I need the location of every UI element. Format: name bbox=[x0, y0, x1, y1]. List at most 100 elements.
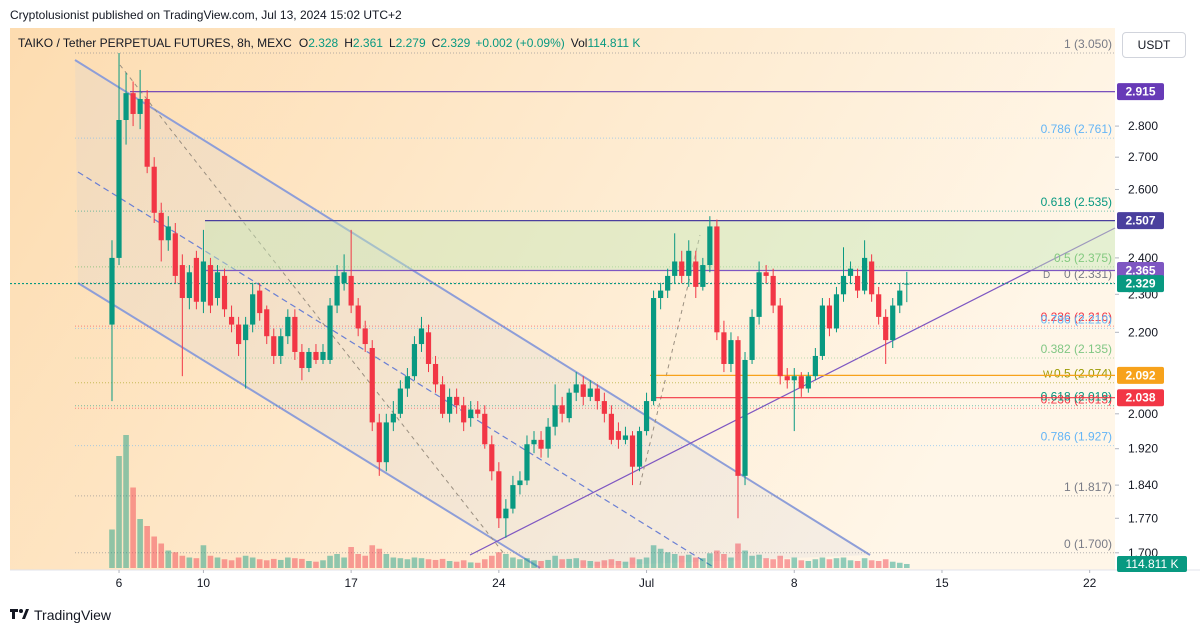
volume-bar bbox=[770, 559, 776, 568]
candle-body bbox=[805, 376, 811, 389]
price-tag bbox=[1117, 389, 1164, 407]
candle-body bbox=[538, 439, 544, 449]
y-tick-label: 1.770 bbox=[1128, 511, 1158, 525]
volume-bar bbox=[503, 554, 509, 568]
volume-bar bbox=[538, 561, 544, 568]
volume-bar bbox=[721, 554, 727, 568]
candle-body bbox=[376, 422, 382, 463]
candle-body bbox=[439, 384, 446, 414]
volume-bar bbox=[418, 558, 425, 568]
volume-bar bbox=[109, 529, 115, 568]
volume-bar bbox=[362, 555, 369, 568]
x-tick-label: 17 bbox=[344, 576, 358, 590]
candle-body bbox=[165, 226, 171, 241]
volume-bar bbox=[875, 561, 882, 568]
candle-body bbox=[728, 340, 734, 364]
volume-bar bbox=[707, 553, 713, 568]
x-tick-label: 15 bbox=[935, 576, 949, 590]
volume-bar bbox=[889, 561, 896, 568]
zone bbox=[205, 220, 1115, 271]
candle-body bbox=[411, 344, 418, 377]
legend: TAIKO / Tether PERPETUAL FUTURES, 8h, ME… bbox=[18, 36, 645, 50]
candle-body bbox=[137, 99, 143, 114]
volume-bar bbox=[221, 559, 228, 568]
volume-bar bbox=[777, 555, 783, 568]
volume-bar bbox=[594, 561, 601, 568]
candle-body bbox=[461, 405, 467, 423]
candle-body bbox=[207, 265, 214, 306]
volume-bar bbox=[580, 560, 587, 568]
volume-bar bbox=[489, 555, 495, 568]
candle-body bbox=[432, 363, 439, 385]
candle-body bbox=[622, 435, 629, 440]
candle-body bbox=[847, 268, 854, 276]
volume-bar bbox=[587, 561, 594, 568]
volume-bar bbox=[425, 559, 432, 568]
candle-body bbox=[390, 413, 396, 423]
price-tag bbox=[1117, 261, 1164, 279]
volume-bar bbox=[517, 559, 523, 568]
volume-bar bbox=[439, 558, 446, 568]
volume-bar bbox=[861, 558, 868, 568]
volume-bar bbox=[355, 554, 361, 568]
candle-body bbox=[383, 422, 389, 463]
candle-body bbox=[130, 93, 136, 114]
volume-bar bbox=[116, 456, 122, 568]
candle-body bbox=[650, 298, 657, 402]
candle-body bbox=[193, 257, 199, 302]
y-tick-label: 2.000 bbox=[1128, 407, 1158, 421]
x-tick-label: 6 bbox=[116, 576, 123, 590]
candle-body bbox=[292, 316, 298, 352]
volume-bar bbox=[474, 562, 481, 568]
volume-bar bbox=[235, 557, 242, 568]
volume-bar bbox=[397, 558, 404, 568]
x-tick-label: 10 bbox=[197, 576, 211, 590]
candle-body bbox=[742, 359, 748, 476]
volume-bar bbox=[763, 558, 769, 568]
candle-body bbox=[749, 316, 755, 360]
volume-bar bbox=[249, 557, 256, 568]
candle-body bbox=[116, 120, 122, 258]
fib-label: 0.5 (2.074) bbox=[1054, 367, 1112, 381]
candle-body bbox=[721, 332, 727, 364]
volume-bar bbox=[186, 557, 193, 568]
y-tick-label: 1.920 bbox=[1128, 442, 1158, 456]
fib-label: 0.618 (2.535) bbox=[1041, 195, 1112, 209]
candle-body bbox=[812, 355, 818, 377]
candle-body bbox=[686, 250, 692, 276]
candle-body bbox=[707, 226, 713, 266]
price-tag bbox=[1117, 212, 1164, 230]
candle-body bbox=[700, 265, 706, 287]
candle-body bbox=[489, 444, 495, 472]
fib-label: 1 (1.817) bbox=[1064, 480, 1112, 494]
volume-bar bbox=[573, 558, 580, 568]
volume-bar bbox=[854, 561, 861, 568]
channel-lower bbox=[77, 282, 541, 569]
candle-body bbox=[158, 212, 164, 241]
currency-button[interactable]: USDT bbox=[1122, 32, 1186, 58]
volume-bar bbox=[812, 559, 819, 568]
y-tick-label: 2.700 bbox=[1128, 150, 1158, 164]
volume-bar bbox=[728, 557, 734, 568]
candle-body bbox=[397, 388, 403, 414]
volume-bar bbox=[165, 550, 172, 568]
legend-key: C bbox=[431, 36, 441, 50]
volume-bar bbox=[306, 561, 312, 568]
fib-label: 0.786 (1.927) bbox=[1041, 430, 1112, 444]
candle-body bbox=[510, 485, 516, 509]
volume-bar bbox=[847, 560, 854, 568]
volume-bar bbox=[840, 557, 847, 568]
price-tag bbox=[1117, 366, 1164, 384]
y-tick-label: 2.800 bbox=[1128, 119, 1158, 133]
volume-bar bbox=[214, 557, 221, 568]
volume-bar bbox=[749, 555, 755, 568]
volume-bar bbox=[700, 558, 706, 568]
candle-body bbox=[144, 99, 150, 167]
volume-bar bbox=[411, 557, 418, 568]
candle-body bbox=[454, 396, 460, 406]
x-tick-label: 8 bbox=[791, 576, 798, 590]
volume-bar bbox=[151, 536, 157, 568]
y-tick-label: 2.400 bbox=[1128, 251, 1158, 265]
candle-body bbox=[665, 275, 671, 291]
volume-bar bbox=[601, 560, 608, 568]
